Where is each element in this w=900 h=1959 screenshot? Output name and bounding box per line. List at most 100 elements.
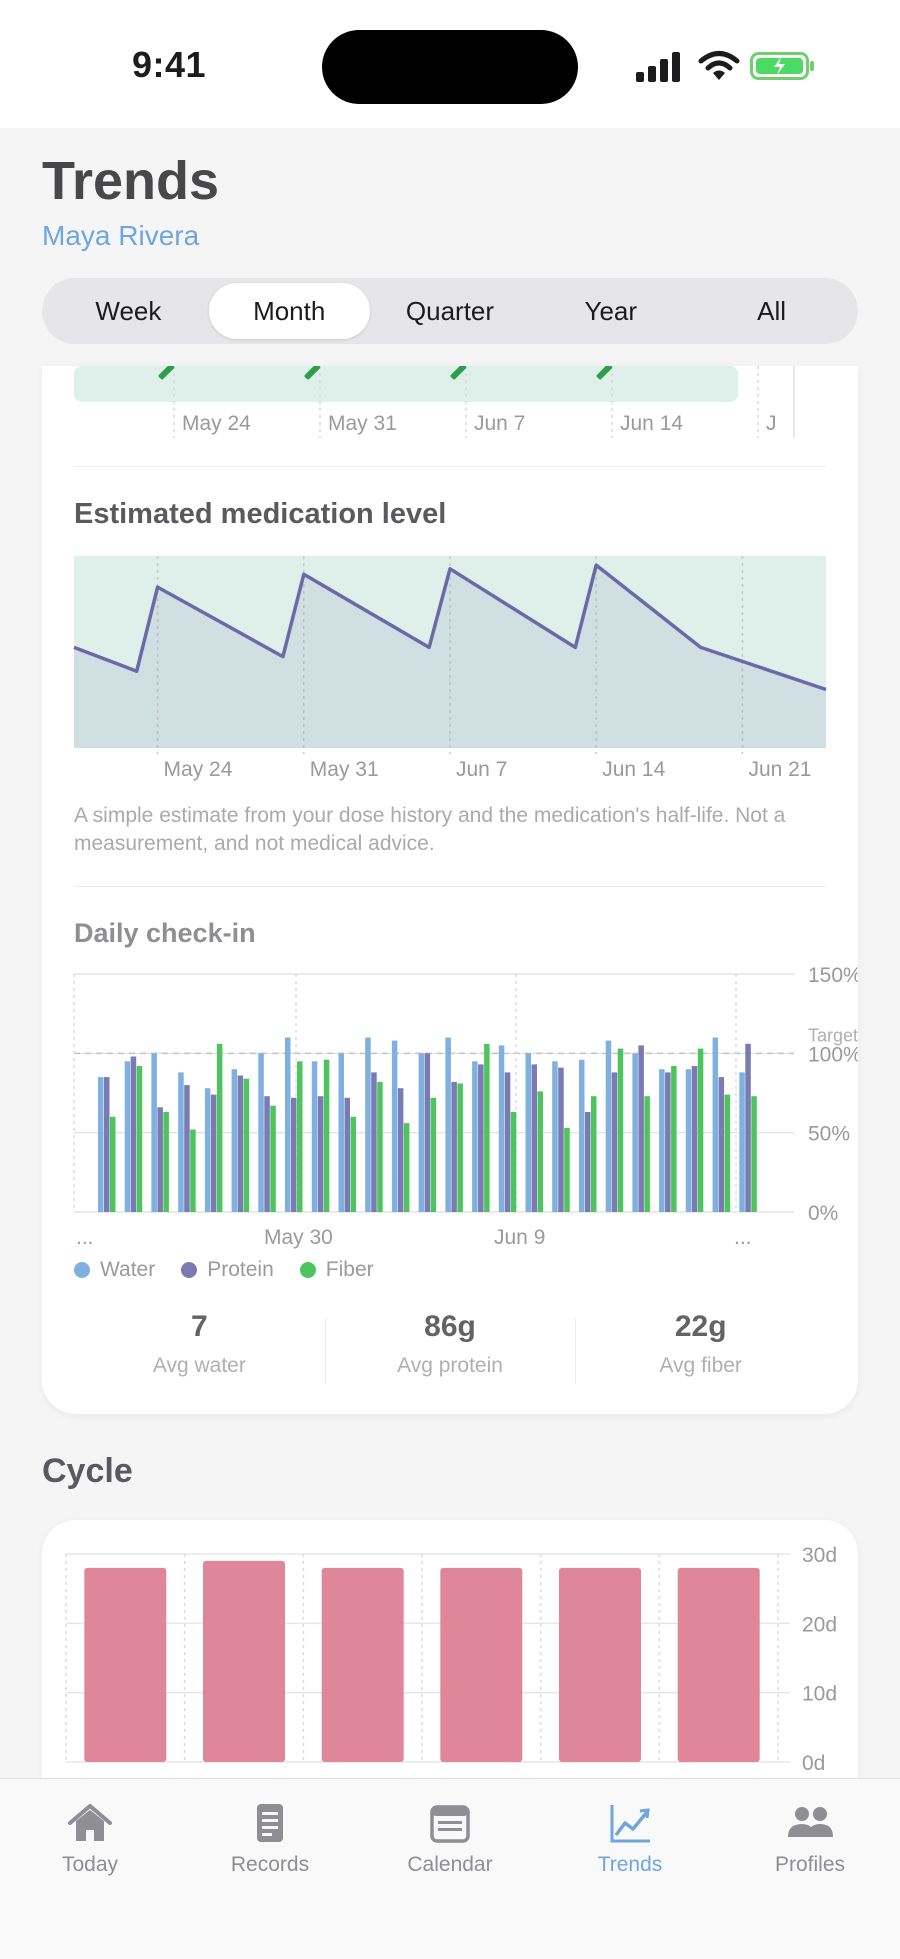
- bar-fiber: [564, 1127, 570, 1212]
- tab-today[interactable]: Today: [0, 1779, 180, 1959]
- bar-water: [472, 1061, 478, 1212]
- bar-water: [632, 1053, 638, 1212]
- legend-item-fiber: Fiber: [299, 1258, 374, 1282]
- bar-protein: [504, 1072, 511, 1212]
- bar-protein: [531, 1064, 537, 1212]
- bar-protein: [638, 1045, 644, 1212]
- profile-name-link[interactable]: Maya Rivera: [42, 220, 200, 251]
- bar-fiber: [671, 1066, 677, 1212]
- bar-protein: [104, 1077, 110, 1212]
- medication-level-title: Estimated medication level: [74, 498, 447, 530]
- legend-label: Fiber: [325, 1258, 374, 1281]
- dose-xtick: J: [766, 412, 777, 435]
- tab-calendar[interactable]: Calendar: [360, 1779, 540, 1959]
- period-tab-quarter[interactable]: Quarter: [405, 295, 495, 326]
- syringe-icon: [596, 366, 613, 380]
- dose-xtick: May 31: [328, 412, 397, 435]
- bar-water: [605, 1040, 612, 1212]
- medication-disclaimer: A simple estimate from your dose history…: [74, 804, 786, 855]
- bar-water: [178, 1072, 184, 1212]
- legend-label: Water: [100, 1258, 156, 1281]
- syringe-icon: [158, 366, 175, 380]
- bar-fiber: [110, 1116, 116, 1212]
- bar-fiber: [617, 1048, 624, 1212]
- stat-label: Avg protein: [397, 1354, 503, 1377]
- legend-item-protein: Protein: [181, 1258, 274, 1282]
- tab-label: Trends: [597, 1853, 663, 1876]
- bar-water: [98, 1077, 104, 1212]
- bar-water: [151, 1053, 157, 1212]
- daily-checkin-title: Daily check-in: [74, 918, 256, 948]
- cycle-bar: [203, 1560, 285, 1762]
- bar-water: [258, 1053, 264, 1212]
- period-tab-all[interactable]: All: [757, 295, 787, 326]
- tab-records[interactable]: Records: [180, 1779, 360, 1959]
- records-icon: [257, 1804, 283, 1842]
- syringe-icon: [450, 366, 467, 380]
- bar-protein: [157, 1107, 163, 1212]
- bar-protein: [478, 1064, 484, 1212]
- bar-protein: [397, 1088, 404, 1212]
- medication-xtick: May 24: [163, 758, 233, 781]
- bar-protein: [210, 1094, 217, 1212]
- bar-water: [365, 1037, 371, 1212]
- bar-protein: [745, 1043, 751, 1212]
- y-tick-label: 10d: [802, 1683, 837, 1706]
- chart-icon: [610, 1805, 650, 1843]
- bar-fiber: [510, 1112, 517, 1212]
- period-tab-month[interactable]: Month: [208, 283, 370, 339]
- bar-protein: [344, 1097, 350, 1212]
- legend-label: Protein: [207, 1258, 274, 1281]
- bar-fiber: [350, 1116, 356, 1212]
- checkin-legend: Water Protein Fiber: [74, 1258, 374, 1282]
- bar-fiber: [163, 1112, 169, 1212]
- y-tick-label: 100%: [808, 1043, 858, 1066]
- bar-protein: [424, 1053, 431, 1212]
- bar-water: [311, 1061, 318, 1212]
- bar-fiber: [697, 1048, 704, 1212]
- bar-water: [712, 1037, 719, 1212]
- stat-value: 7: [190, 1310, 208, 1343]
- cellular-signal-icon: [636, 52, 680, 82]
- bar-fiber: [591, 1096, 597, 1212]
- period-tab-week[interactable]: Week: [95, 295, 162, 326]
- bar-protein: [558, 1067, 564, 1212]
- dose-xtick: May 24: [182, 412, 251, 435]
- stat-avg-protein: 86g Avg protein: [324, 1310, 576, 1390]
- tab-profiles[interactable]: Profiles: [720, 1779, 900, 1959]
- bar-fiber: [403, 1123, 410, 1212]
- medication-xtick: Jun 7: [456, 758, 508, 781]
- bar-protein: [611, 1072, 618, 1212]
- checkin-stats: 7 Avg water 86g Avg protein 22g Avg fibe…: [74, 1310, 826, 1390]
- bar-water: [498, 1045, 505, 1212]
- period-tab-year[interactable]: Year: [584, 295, 638, 326]
- bar-water: [124, 1061, 131, 1212]
- bar-protein: [451, 1081, 457, 1212]
- medication-xtick: May 31: [309, 758, 379, 781]
- y-tick-label: 50%: [808, 1123, 850, 1146]
- bar-protein: [718, 1077, 725, 1212]
- people-icon: [788, 1807, 833, 1837]
- bar-protein: [691, 1066, 698, 1212]
- cycle-bar: [559, 1567, 641, 1762]
- bar-water: [579, 1059, 585, 1212]
- page-title: Trends: [42, 151, 220, 211]
- tab-trends[interactable]: Trends: [540, 1779, 720, 1959]
- bar-fiber: [270, 1105, 276, 1212]
- bar-fiber: [377, 1081, 383, 1212]
- bar-fiber: [644, 1096, 650, 1212]
- bar-fiber: [724, 1094, 731, 1212]
- bar-protein: [371, 1072, 377, 1212]
- legend-dot: [181, 1262, 198, 1278]
- medication-level-area: [74, 565, 826, 748]
- cycle-section-title: Cycle: [42, 1452, 133, 1490]
- bar-protein: [237, 1075, 244, 1212]
- x-tick-label: ...: [76, 1226, 94, 1249]
- dose-strip-chart: [74, 366, 795, 438]
- bar-protein: [184, 1085, 190, 1212]
- bottom-tab-bar: Today Records Calendar Trends: [0, 1778, 900, 1959]
- stat-label: Avg water: [152, 1354, 246, 1377]
- medication-xtick: Jun 14: [602, 758, 666, 781]
- bar-fiber: [751, 1096, 757, 1212]
- tab-label: Records: [230, 1853, 310, 1876]
